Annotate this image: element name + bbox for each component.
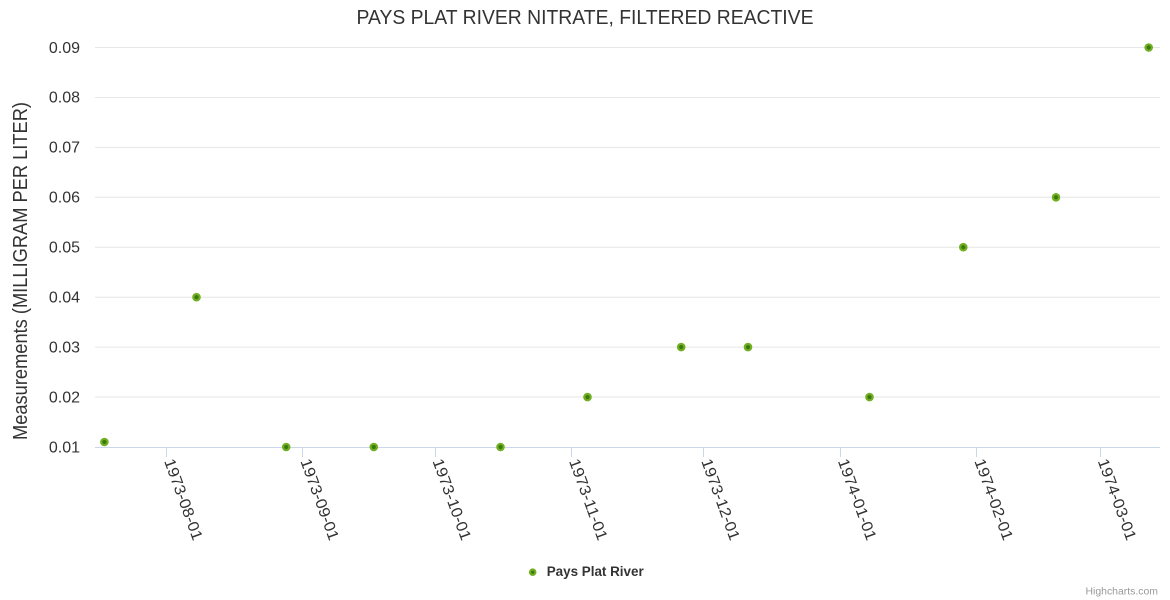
svg-text:0.06: 0.06 [49, 190, 80, 207]
svg-text:Highcharts.com: Highcharts.com [1086, 587, 1159, 598]
svg-text:0.08: 0.08 [49, 90, 80, 107]
svg-text:0.03: 0.03 [49, 339, 80, 356]
svg-text:0.04: 0.04 [49, 290, 80, 307]
svg-text:0.09: 0.09 [49, 40, 80, 57]
svg-text:0.01: 0.01 [49, 439, 80, 456]
svg-text:Measurements (MILLIGRAM PER LI: Measurements (MILLIGRAM PER LITER) [10, 102, 32, 440]
svg-text:Pays Plat River: Pays Plat River [547, 564, 645, 579]
svg-text:PAYS PLAT RIVER NITRATE, FILTE: PAYS PLAT RIVER NITRATE, FILTERED REACTI… [357, 7, 814, 29]
svg-text:0.07: 0.07 [49, 140, 80, 157]
svg-text:0.02: 0.02 [49, 389, 80, 406]
svg-text:0.05: 0.05 [49, 240, 80, 257]
